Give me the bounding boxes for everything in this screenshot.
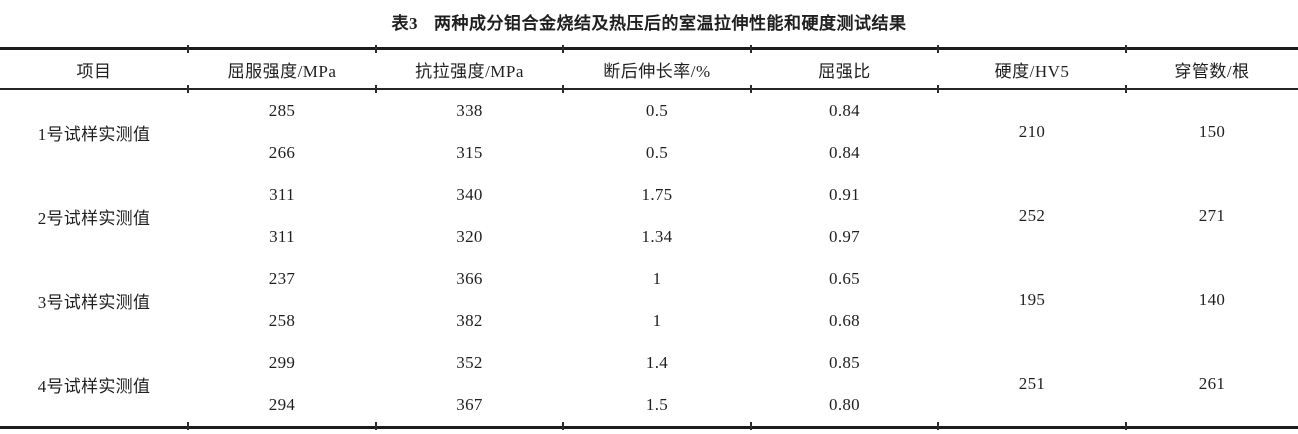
table-row: 294 367 1.5 0.80: [0, 384, 1298, 428]
rule-tick: [750, 85, 752, 93]
item-cell: 4号试样实测值: [37, 376, 151, 396]
rule-tick: [937, 85, 939, 93]
yield-strength-cell: 237: [268, 269, 296, 288]
tube-count-cell: 271: [1198, 206, 1226, 225]
item-cell: 2号试样实测值: [37, 208, 151, 228]
hardness-cell: 251: [1018, 374, 1046, 393]
tensile-strength-cell: 367: [456, 395, 483, 414]
rule-tick: [750, 45, 752, 53]
rule-tick: [375, 85, 377, 93]
rule-tick: [562, 85, 564, 93]
yield-ratio-cell: 0.65: [829, 269, 860, 288]
rule-tick: [1125, 45, 1127, 53]
table-row: 311 320 1.34 0.97: [0, 216, 1298, 258]
column-header-hardness: 硬度/HV5: [994, 61, 1070, 81]
tensile-strength-cell: 338: [456, 101, 483, 120]
table-caption: 两种成分钼合金烧结及热压后的室温拉伸性能和硬度测试结果: [434, 14, 907, 33]
hardness-cell: 252: [1018, 206, 1046, 225]
column-header-elongation: 断后伸长率/%: [603, 61, 711, 81]
column-header-tensile-strength: 抗拉强度/MPa: [415, 61, 524, 81]
yield-ratio-cell: 0.91: [829, 185, 860, 204]
elongation-cell: 1.4: [645, 353, 669, 372]
rule-tick: [187, 85, 189, 93]
table-row: 4号试样实测值 299 352 1.4 0.85 251 261: [0, 342, 1298, 396]
yield-strength-cell: 285: [268, 101, 296, 120]
column-header-yield-strength: 屈服强度/MPa: [227, 61, 337, 81]
tensile-strength-cell: 320: [456, 227, 483, 246]
yield-strength-cell: 266: [268, 143, 296, 162]
elongation-cell: 1.75: [641, 185, 673, 204]
table-title: 表3 两种成分钼合金烧结及热压后的室温拉伸性能和硬度测试结果: [0, 9, 1298, 34]
table-row: 258 382 1 0.68: [0, 300, 1298, 342]
table-number: 表3: [391, 14, 418, 33]
table-row: 2号试样实测值 311 340 1.75 0.91 252 271: [0, 174, 1298, 228]
item-cell: 1号试样实测值: [37, 124, 151, 144]
rule-tick: [1125, 85, 1127, 93]
elongation-cell: 1: [652, 311, 662, 330]
tensile-strength-cell: 366: [456, 269, 483, 288]
yield-strength-cell: 294: [268, 395, 296, 414]
rule-tick: [937, 45, 939, 53]
tensile-strength-cell: 382: [456, 311, 483, 330]
yield-strength-cell: 258: [268, 311, 296, 330]
tube-count-cell: 261: [1198, 374, 1226, 393]
tube-count-cell: 150: [1198, 122, 1226, 141]
elongation-cell: 0.5: [645, 143, 669, 162]
yield-ratio-cell: 0.84: [829, 101, 860, 120]
elongation-cell: 1.34: [641, 227, 673, 246]
yield-strength-cell: 299: [268, 353, 296, 372]
yield-strength-cell: 311: [269, 227, 295, 246]
yield-ratio-cell: 0.80: [829, 395, 860, 414]
rule-tick: [187, 422, 189, 430]
results-table: 项目 屈服强度/MPa 抗拉强度/MPa 断后伸长率/% 屈强比 硬度/HV5 …: [0, 47, 1298, 429]
item-cell: 3号试样实测值: [37, 292, 151, 312]
hardness-cell: 195: [1018, 290, 1046, 309]
table-row: 266 315 0.5 0.84: [0, 132, 1298, 174]
column-header-yield-ratio: 屈强比: [818, 61, 871, 81]
tube-count-cell: 140: [1198, 290, 1226, 309]
rule-tick: [750, 422, 752, 430]
rule-tick: [562, 45, 564, 53]
table-row: 1号试样实测值 285 338 0.5 0.84 210 150: [0, 89, 1298, 144]
column-header-tube-count: 穿管数/根: [1174, 61, 1250, 81]
yield-ratio-cell: 0.85: [829, 353, 860, 372]
yield-ratio-cell: 0.97: [829, 227, 860, 246]
yield-ratio-cell: 0.84: [829, 143, 860, 162]
elongation-cell: 1: [652, 269, 662, 288]
hardness-cell: 210: [1018, 122, 1046, 141]
tensile-strength-cell: 315: [456, 143, 483, 162]
tensile-strength-cell: 340: [456, 185, 483, 204]
elongation-cell: 1.5: [645, 395, 669, 414]
elongation-cell: 0.5: [645, 101, 669, 120]
header-row: 项目 屈服强度/MPa 抗拉强度/MPa 断后伸长率/% 屈强比 硬度/HV5 …: [0, 48, 1298, 89]
rule-tick: [375, 45, 377, 53]
tensile-strength-cell: 352: [456, 353, 483, 372]
column-header-item: 项目: [76, 61, 112, 81]
rule-tick: [1125, 422, 1127, 430]
table-row: 3号试样实测值 237 366 1 0.65 195 140: [0, 258, 1298, 312]
rule-tick: [375, 422, 377, 430]
rule-tick: [937, 422, 939, 430]
rule-tick: [187, 45, 189, 53]
yield-ratio-cell: 0.68: [829, 311, 860, 330]
yield-strength-cell: 311: [269, 185, 295, 204]
rule-tick: [562, 422, 564, 430]
